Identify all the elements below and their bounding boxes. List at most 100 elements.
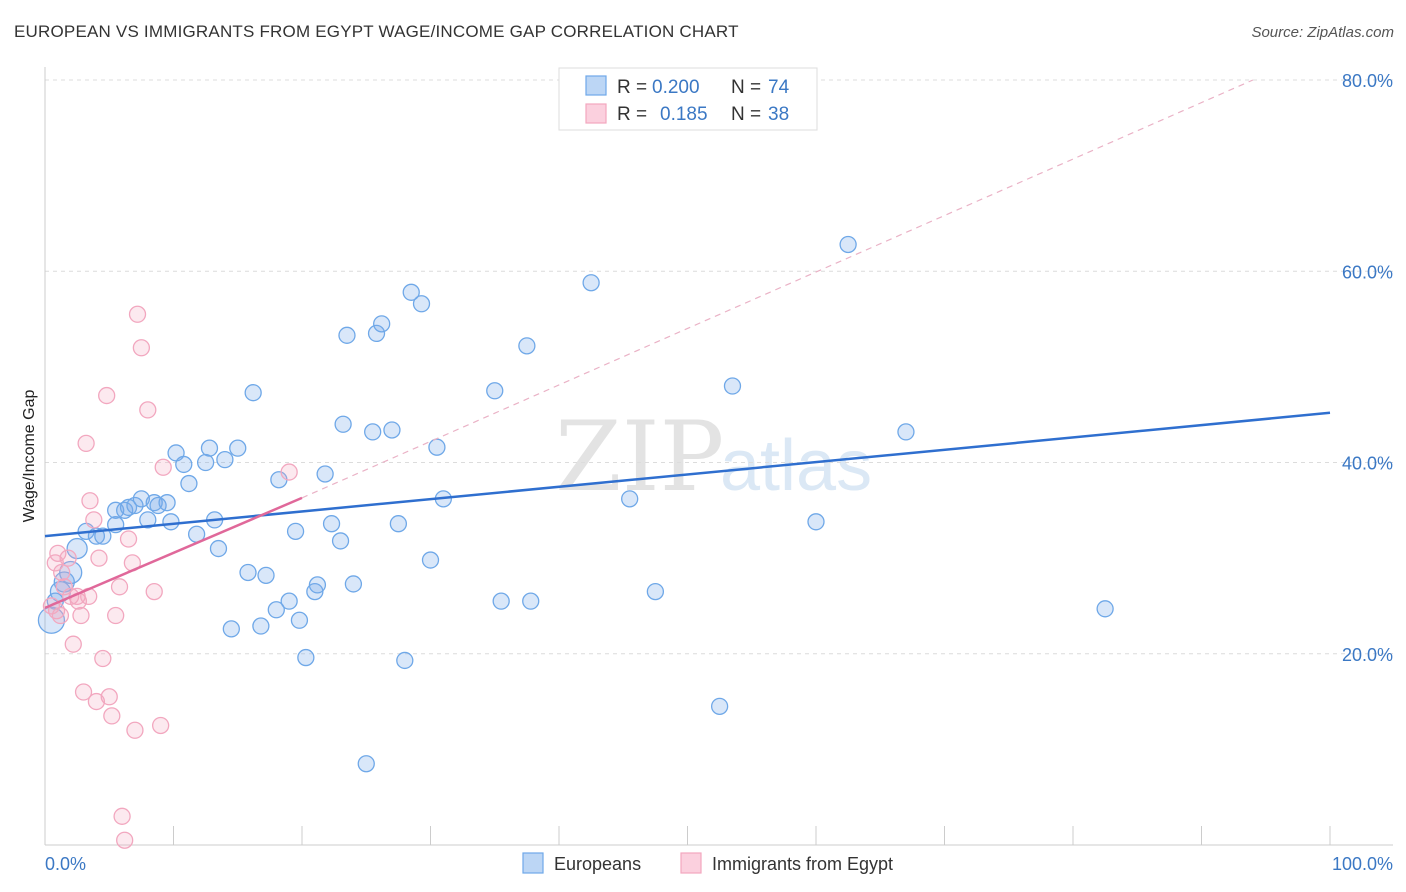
- europeans-point-13: [126, 496, 144, 515]
- legend-egypt: Immigrants from Egypt: [712, 854, 893, 874]
- europeans-point-27: [209, 539, 228, 558]
- legend-n-label-2: N =: [731, 104, 761, 125]
- europeans-point-34: [257, 566, 275, 584]
- egypt-points: [42, 305, 298, 849]
- legend-n-label-1: N =: [731, 77, 761, 98]
- egypt-point-5: [59, 549, 77, 567]
- europeans-point-65: [582, 274, 600, 292]
- egypt-point-24: [119, 530, 138, 548]
- europeans-point-56: [402, 283, 420, 301]
- europeans-point-55: [396, 651, 414, 670]
- egypt-point-33: [280, 463, 298, 481]
- europeans-point-40: [297, 648, 315, 667]
- europeans-point-4: [59, 560, 83, 585]
- x-tick-label-100: 100.0%: [1332, 854, 1393, 874]
- egypt-point-26: [126, 721, 144, 739]
- egypt-point-15: [90, 549, 108, 567]
- europeans-point-24: [196, 453, 215, 472]
- europeans-point-18: [158, 494, 176, 512]
- legend-n-value-1: 74: [768, 77, 790, 98]
- europeans-point-21: [175, 455, 193, 474]
- europeans-point-58: [421, 551, 440, 569]
- europeans-point-46: [334, 415, 352, 433]
- egypt-point-28: [132, 339, 151, 357]
- europeans-point-54: [389, 515, 408, 533]
- egypt-point-18: [100, 688, 118, 706]
- europeans-point-59: [428, 438, 446, 456]
- egypt-point-22: [113, 807, 131, 825]
- bottom-swatch-europeans: [522, 852, 544, 874]
- europeans-point-73: [1096, 600, 1114, 618]
- egypt-point-11: [77, 434, 95, 453]
- tick-labels: 20.0% 40.0% 60.0% 80.0% 0.0% 100.0%: [45, 71, 1393, 874]
- egypt-point-9: [72, 606, 90, 625]
- europeans-point-37: [280, 592, 298, 610]
- europeans-point-15: [139, 511, 157, 529]
- y-tick-label-80: 80.0%: [1342, 71, 1393, 91]
- europeans-point-14: [132, 490, 151, 508]
- legend-r-value-1: 0.200: [652, 77, 700, 98]
- europeans-point-50: [364, 423, 382, 441]
- europeans-point-10: [107, 501, 125, 519]
- europeans-point-32: [244, 384, 262, 402]
- watermark-atlas: atlas: [720, 426, 872, 506]
- y-tick-label-60: 60.0%: [1342, 262, 1393, 282]
- bottom-swatch-egypt: [680, 852, 702, 874]
- europeans-point-12: [119, 498, 138, 517]
- europeans-point-44: [322, 515, 341, 533]
- axes: [44, 67, 1393, 846]
- egypt-point-20: [107, 606, 125, 625]
- egypt-point-29: [139, 401, 157, 419]
- source-credit: Source: ZipAtlas.com: [1251, 24, 1394, 41]
- egypt-point-32: [154, 458, 172, 476]
- europeans-points: [37, 235, 1114, 773]
- europeans-point-47: [338, 326, 356, 344]
- egypt-point-12: [81, 492, 99, 510]
- europeans-point-31: [239, 563, 257, 582]
- europeans-point-61: [486, 382, 504, 400]
- egypt-point-2: [49, 544, 67, 562]
- egypt-point-21: [110, 578, 129, 596]
- europeans-point-66: [621, 490, 639, 508]
- europeans-point-30: [229, 439, 247, 457]
- y-tick-label-40: 40.0%: [1342, 454, 1393, 474]
- europeans-point-39: [290, 611, 309, 629]
- correlation-legend: R = 0.200 N = 74 R = 0.185 N = 38: [558, 67, 818, 131]
- europeans-point-29: [222, 620, 240, 638]
- europeans-point-67: [646, 582, 665, 601]
- europeans-point-64: [522, 592, 540, 610]
- y-axis-label: Wage/Income Gap: [21, 390, 38, 523]
- egypt-point-34: [53, 563, 71, 582]
- europeans-point-38: [286, 522, 305, 540]
- europeans-point-48: [344, 575, 363, 593]
- europeans-point-19: [162, 513, 180, 531]
- chart-title: EUROPEAN VS IMMIGRANTS FROM EGYPT WAGE/I…: [14, 22, 739, 41]
- y-tick-label-20: 20.0%: [1342, 645, 1393, 665]
- europeans-point-45: [331, 532, 350, 550]
- europeans-point-49: [357, 755, 375, 773]
- egypt-point-27: [128, 305, 147, 323]
- legend-r-label-2: R =: [617, 104, 647, 125]
- europeans-point-53: [383, 421, 401, 439]
- egypt-point-4: [55, 578, 73, 596]
- legend-europeans: Europeans: [554, 854, 641, 874]
- egypt-point-23: [116, 831, 134, 849]
- egypt-point-31: [151, 716, 170, 735]
- legend-swatch-europeans: [585, 75, 607, 96]
- europeans-point-25: [200, 439, 219, 457]
- egypt-trend-extension: [301, 79, 1254, 499]
- europeans-point-43: [316, 465, 334, 483]
- legend-swatch-egypt: [585, 103, 607, 124]
- europeans-point-63: [518, 337, 536, 355]
- europeans-point-51: [367, 324, 386, 343]
- europeans-point-71: [839, 235, 857, 254]
- egypt-point-13: [85, 511, 103, 529]
- legend-r-label-1: R =: [617, 77, 647, 98]
- europeans-point-28: [216, 450, 234, 469]
- egypt-point-10: [74, 683, 93, 701]
- europeans-point-70: [807, 513, 825, 531]
- egypt-point-17: [98, 386, 116, 405]
- legend-r-value-2: 0.185: [660, 104, 708, 125]
- series-legend: Europeans Immigrants from Egypt: [522, 852, 893, 874]
